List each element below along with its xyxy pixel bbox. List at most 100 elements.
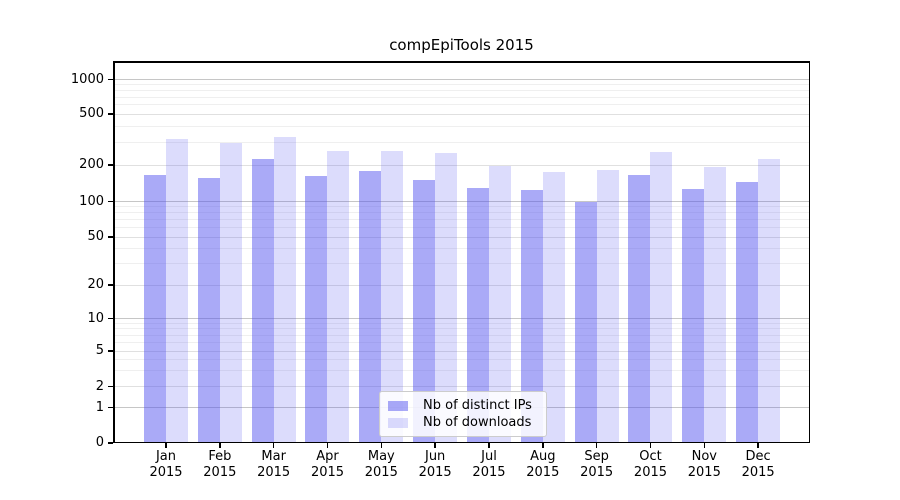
y-tick-label-1000: 1000	[70, 71, 104, 87]
gridline-minor-600	[113, 104, 810, 106]
bar-dec-downloads	[758, 159, 781, 443]
legend: Nb of distinct IPs Nb of downloads	[379, 391, 547, 437]
y-tick-mark-20	[108, 284, 113, 286]
gridline-minor-6	[113, 341, 810, 343]
bar-sep-distinct-ips	[574, 201, 597, 443]
plot-area	[113, 61, 810, 443]
y-tick-mark-5	[108, 350, 113, 352]
legend-label-distinct-ips: Nb of distinct IPs	[423, 398, 532, 413]
y-tick-label-2: 2	[95, 378, 104, 394]
y-tick-mark-200	[108, 164, 113, 166]
legend-item-downloads: Nb of downloads	[388, 414, 538, 431]
bar-oct-distinct-ips	[628, 174, 651, 443]
x-tick-mark-jun	[434, 443, 436, 448]
gridline-major-1000	[113, 79, 810, 80]
x-tick-label-aug: Aug 2015	[526, 449, 560, 480]
gridline-minor-3	[113, 370, 810, 372]
y-tick-label-50: 50	[87, 229, 104, 244]
bar-feb-distinct-ips	[197, 178, 220, 443]
chart-title: compEpiTools 2015	[389, 36, 534, 54]
bar-aug-distinct-ips	[520, 189, 543, 443]
y-tick-mark-2	[108, 385, 113, 388]
bar-jan-downloads	[166, 138, 188, 443]
gridline-mid-50	[113, 236, 810, 238]
x-tick-mark-jul	[488, 443, 490, 448]
gridline-minor-800	[113, 90, 810, 92]
bar-feb-downloads	[219, 142, 242, 443]
gridline-minor-400	[113, 125, 810, 127]
x-tick-mark-nov	[703, 443, 706, 448]
bar-aug-downloads	[542, 172, 565, 443]
gridline-minor-30	[113, 263, 810, 265]
x-tick-label-may: May 2015	[364, 449, 398, 480]
y-tick-label-10: 10	[87, 310, 104, 326]
gridline-mid-5	[113, 350, 810, 352]
gridline-mid-500	[113, 113, 810, 115]
x-tick-mark-apr	[326, 443, 329, 448]
y-axis-line	[113, 61, 115, 443]
y-tick-mark-1000	[108, 78, 113, 81]
y-tick-label-0: 0	[95, 435, 104, 450]
gridline-major-10	[113, 318, 810, 319]
x-tick-label-dec: Dec 2015	[741, 449, 775, 480]
gridline-mid-2	[113, 386, 810, 387]
y-tick-mark-0	[108, 442, 113, 444]
gridline-minor-60	[113, 227, 810, 229]
y-tick-mark-100	[108, 200, 113, 203]
x-tick-mark-mar	[272, 443, 275, 448]
gridline-minor-70	[113, 219, 810, 221]
bar-jul-downloads	[488, 166, 511, 443]
x-tick-mark-feb	[219, 443, 221, 448]
y-tick-mark-1	[108, 406, 113, 409]
x-tick-mark-aug	[542, 443, 544, 448]
bar-jun-downloads	[435, 152, 458, 443]
x-tick-mark-may	[380, 443, 383, 448]
x-axis-line	[113, 441, 810, 443]
plot-spine-right	[808, 61, 810, 443]
gridline-minor-700	[113, 96, 810, 98]
y-tick-label-200: 200	[79, 157, 104, 172]
legend-swatch-distinct-ips	[388, 400, 408, 411]
bar-mar-distinct-ips	[251, 159, 274, 443]
legend-label-downloads: Nb of downloads	[423, 415, 532, 430]
bar-oct-downloads	[650, 151, 673, 443]
bar-nov-downloads	[704, 167, 727, 443]
gridline-minor-7	[113, 334, 810, 336]
y-tick-mark-50	[108, 236, 113, 238]
x-tick-label-jul: Jul 2015	[472, 449, 506, 480]
bar-jan-distinct-ips	[144, 175, 166, 443]
x-tick-label-sep: Sep 2015	[580, 449, 614, 480]
gridline-minor-80	[113, 212, 810, 214]
gridline-minor-90	[113, 206, 810, 208]
bar-may-distinct-ips	[359, 170, 382, 443]
y-tick-label-1: 1	[95, 399, 104, 415]
gridline-minor-40	[113, 248, 810, 250]
bar-sep-downloads	[596, 170, 619, 443]
x-tick-label-mar: Mar 2015	[257, 449, 291, 480]
y-tick-label-5: 5	[95, 343, 104, 358]
x-tick-mark-sep	[595, 443, 598, 448]
x-tick-mark-oct	[649, 443, 652, 448]
gridline-minor-300	[113, 141, 810, 143]
bar-dec-distinct-ips	[736, 182, 759, 443]
y-tick-label-500: 500	[79, 106, 104, 121]
x-tick-label-jun: Jun 2015	[418, 449, 452, 480]
gridline-minor-8	[113, 328, 810, 330]
gridline-mid-20	[113, 284, 810, 286]
x-tick-label-oct: Oct 2015	[633, 449, 668, 480]
gridline-mid-200	[113, 164, 810, 166]
x-tick-label-apr: Apr 2015	[310, 449, 345, 480]
gridline-major-100	[113, 201, 810, 202]
x-tick-label-feb: Feb 2015	[203, 449, 237, 480]
bar-may-downloads	[381, 150, 404, 443]
x-tick-mark-jan	[165, 443, 167, 448]
bar-jun-distinct-ips	[413, 180, 436, 443]
x-tick-mark-dec	[757, 443, 759, 448]
gridline-minor-900	[113, 84, 810, 86]
x-tick-label-jan: Jan 2015	[149, 449, 183, 480]
y-tick-mark-500	[108, 113, 113, 115]
y-tick-label-20: 20	[87, 277, 104, 292]
gridline-minor-4	[113, 359, 810, 361]
plot-spine-top	[113, 61, 810, 63]
